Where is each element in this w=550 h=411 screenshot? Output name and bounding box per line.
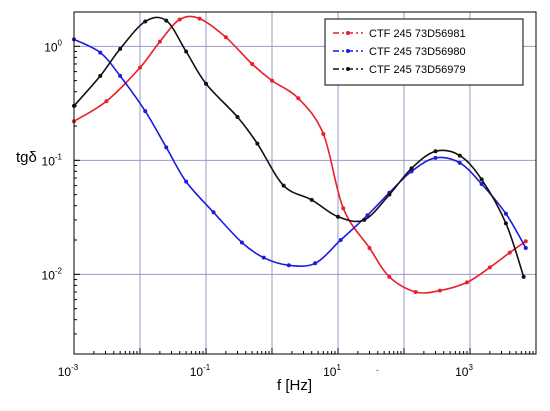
data-point [521, 274, 526, 279]
legend-marker [346, 31, 350, 35]
data-point [164, 18, 169, 23]
data-point [143, 109, 148, 114]
legend-marker [346, 49, 350, 53]
plot-frame [73, 11, 537, 355]
y-axis-label: tgδ [16, 149, 37, 166]
legend-label: CTF 245 73D56980 [369, 46, 466, 58]
data-point [261, 255, 266, 260]
x-axis-label: f [Hz] [277, 377, 312, 394]
data-point [313, 261, 318, 266]
data-point [296, 96, 301, 101]
legend-label: CTF 245 73D56981 [369, 28, 466, 40]
ticks: 10-3 10-1 101 103 100 10-1 10-2 [42, 11, 534, 379]
legend-item: CTF 245 73D56980 [333, 46, 466, 58]
series-layer [72, 15, 528, 294]
series-line [73, 16, 525, 278]
data-point [338, 238, 343, 242]
x-tick-label: 101 [323, 363, 341, 379]
stray-mark: - [376, 365, 379, 375]
data-point [104, 99, 109, 104]
data-point [409, 166, 414, 171]
legend-item: CTF 245 73D56979 [333, 64, 466, 76]
data-point [503, 211, 508, 216]
data-point [98, 73, 103, 78]
series-line [73, 15, 527, 294]
series-line [73, 38, 527, 268]
legend-marker [346, 67, 350, 71]
data-point [250, 61, 255, 66]
data-point [309, 197, 314, 202]
data-point [184, 49, 189, 54]
data-point [464, 280, 469, 285]
legend-label: CTF 245 73D56979 [369, 64, 466, 76]
legend: CTF 245 73D56981 CTF 245 73D56980 CTF 245 … [324, 18, 524, 86]
data-point [387, 192, 392, 197]
data-point [321, 132, 326, 137]
legend-item: CTF 245 73D56981 [333, 28, 466, 40]
data-point [143, 19, 148, 24]
data-point [336, 214, 340, 219]
x-tick-label: 10-1 [190, 363, 211, 379]
data-point [362, 217, 367, 222]
series-1 [72, 15, 528, 294]
data-point [457, 153, 462, 158]
data-point [413, 289, 418, 294]
data-point [523, 246, 528, 251]
data-point [118, 73, 123, 78]
data-point [487, 265, 492, 270]
data-point [235, 114, 240, 119]
y-tick-label: 10-2 [42, 266, 63, 282]
data-point [286, 263, 291, 268]
y-tick-label: 100 [44, 38, 62, 54]
data-point [365, 213, 370, 218]
series-3 [72, 16, 526, 279]
data-point [211, 210, 216, 215]
data-point [479, 177, 484, 182]
data-point [479, 181, 484, 186]
data-point [177, 17, 182, 22]
data-point [270, 78, 274, 83]
data-point [507, 250, 512, 255]
data-point [457, 160, 462, 165]
data-point [164, 145, 169, 150]
data-point [281, 183, 286, 188]
y-tick-label: 10-1 [42, 152, 63, 168]
x-tick-label: 103 [455, 363, 473, 379]
data-point [433, 149, 438, 154]
data-point [387, 274, 392, 279]
legend-box [324, 18, 524, 86]
data-point [157, 39, 162, 44]
data-point [138, 65, 142, 70]
data-point [118, 46, 123, 51]
data-point [523, 239, 528, 244]
x-tick-label: 10-3 [58, 363, 79, 379]
data-point [341, 206, 346, 211]
data-point [367, 246, 372, 251]
data-point [503, 221, 508, 226]
data-point [197, 16, 202, 21]
data-point [184, 179, 189, 184]
data-point [223, 35, 228, 40]
data-point [433, 155, 438, 160]
data-point [437, 288, 442, 293]
data-point [98, 50, 103, 55]
data-point [255, 141, 260, 146]
data-point [239, 240, 244, 245]
data-point [204, 81, 208, 86]
